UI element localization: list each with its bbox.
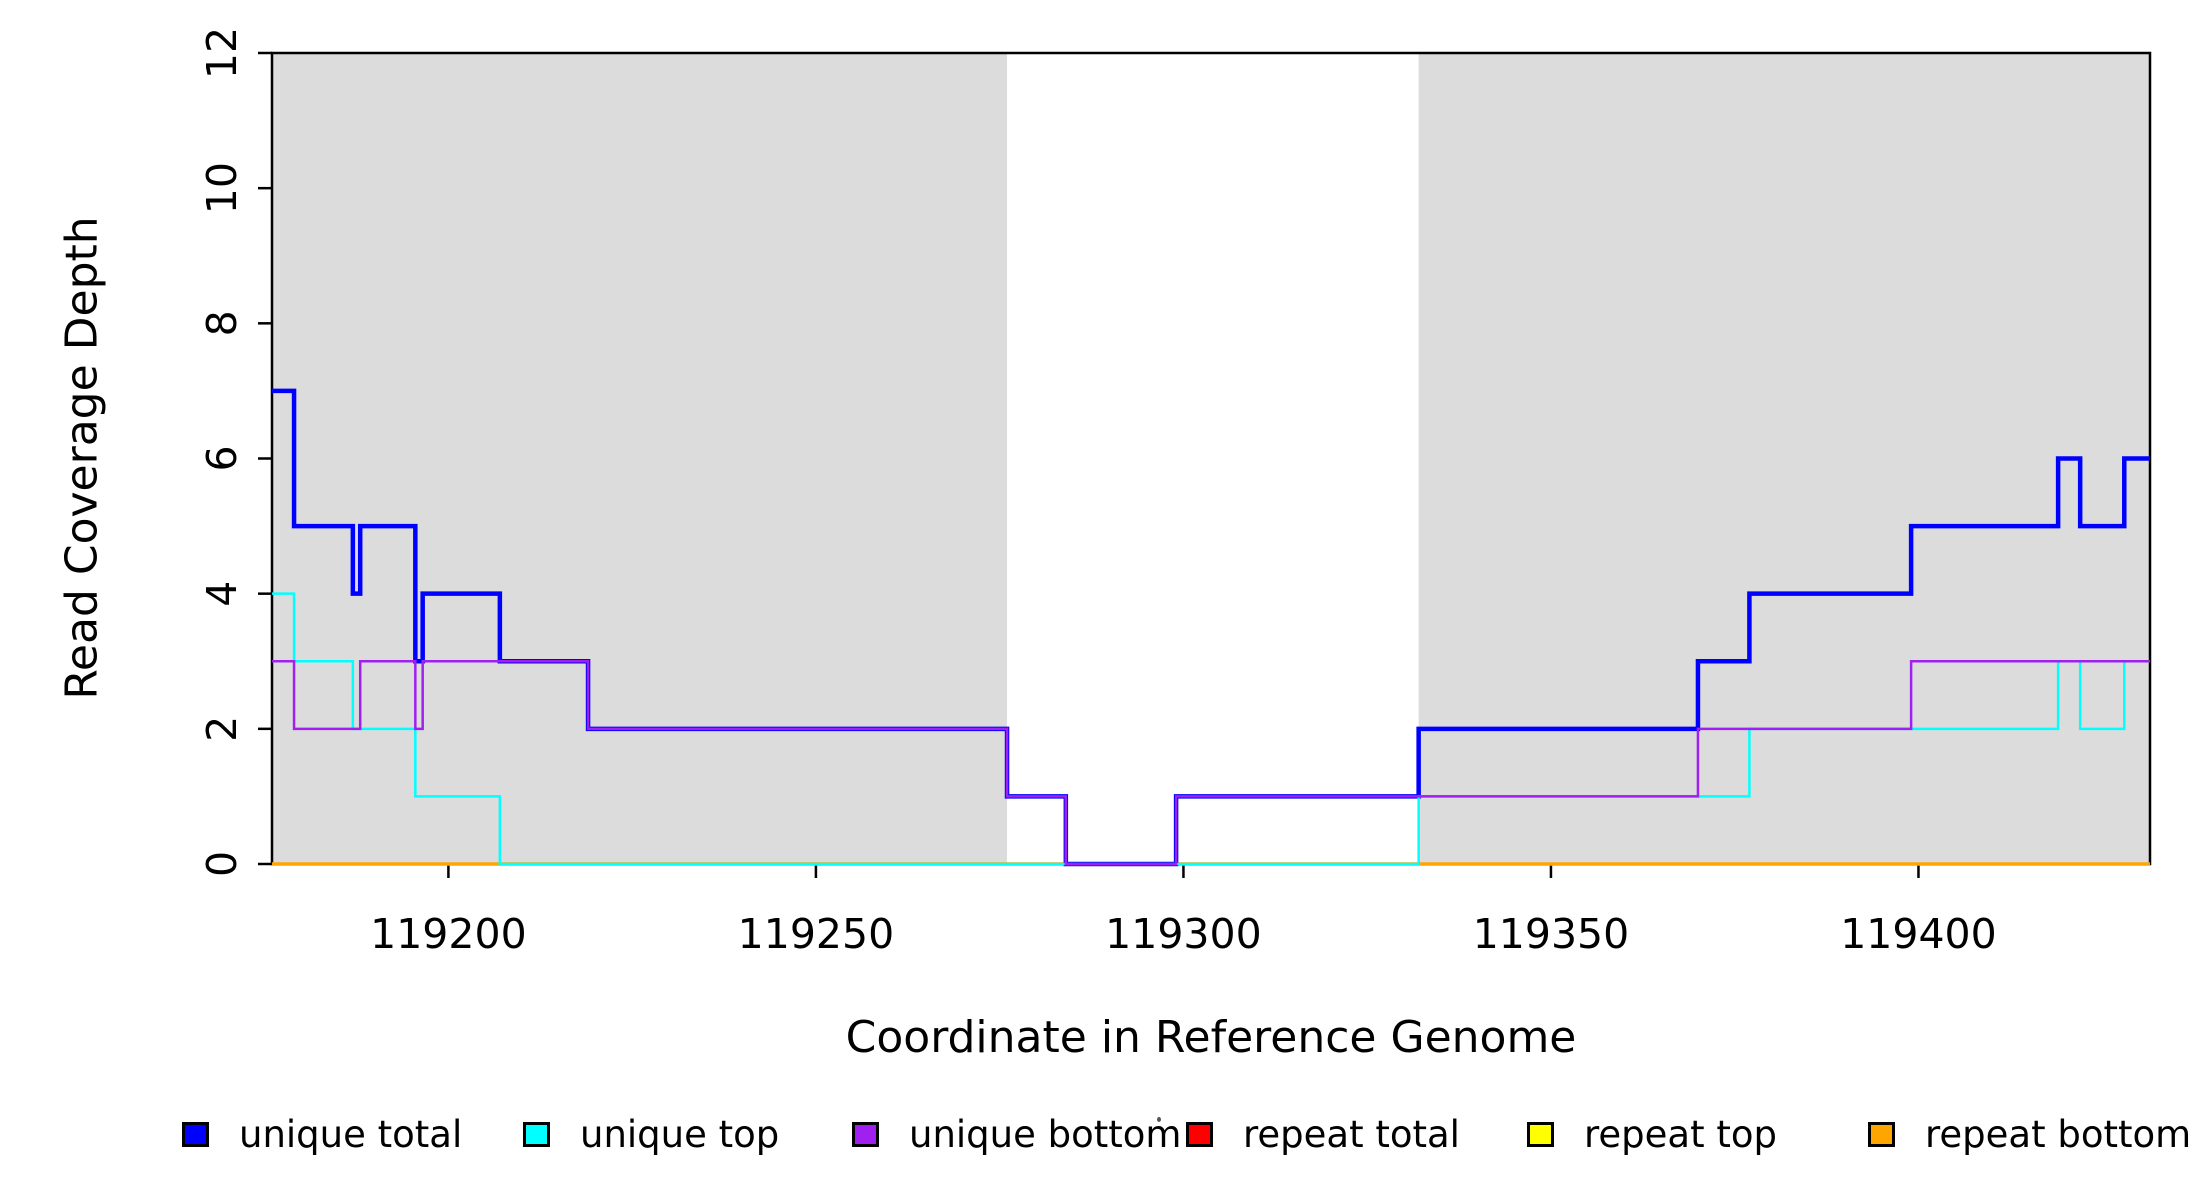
repeat-region-shading bbox=[1418, 53, 2150, 864]
x-tick-label: 119400 bbox=[1840, 910, 1997, 958]
series-unique-top bbox=[272, 592, 2150, 866]
y-axis-title: Read Coverage Depth bbox=[56, 216, 108, 700]
y-tick-label: 8 bbox=[198, 310, 246, 336]
y-tick-label: 12 bbox=[198, 27, 246, 79]
y-tick-label: 2 bbox=[198, 716, 246, 742]
stray-dot-artifact bbox=[1157, 1117, 1161, 1122]
x-tick-label: 119350 bbox=[1473, 910, 1630, 958]
series-unique-bottom bbox=[272, 660, 2150, 866]
x-axis-title: Coordinate in Reference Genome bbox=[845, 1012, 1577, 1063]
repeat-region-shading bbox=[272, 53, 1008, 864]
x-tick-label: 119200 bbox=[370, 910, 527, 958]
x-tick-label: 119300 bbox=[1105, 910, 1262, 958]
y-tick-label: 4 bbox=[198, 581, 246, 607]
y-tick-label: 0 bbox=[198, 851, 246, 877]
x-tick-label: 119250 bbox=[738, 910, 895, 958]
y-tick-label: 6 bbox=[198, 445, 246, 471]
y-tick-label: 10 bbox=[198, 162, 246, 214]
